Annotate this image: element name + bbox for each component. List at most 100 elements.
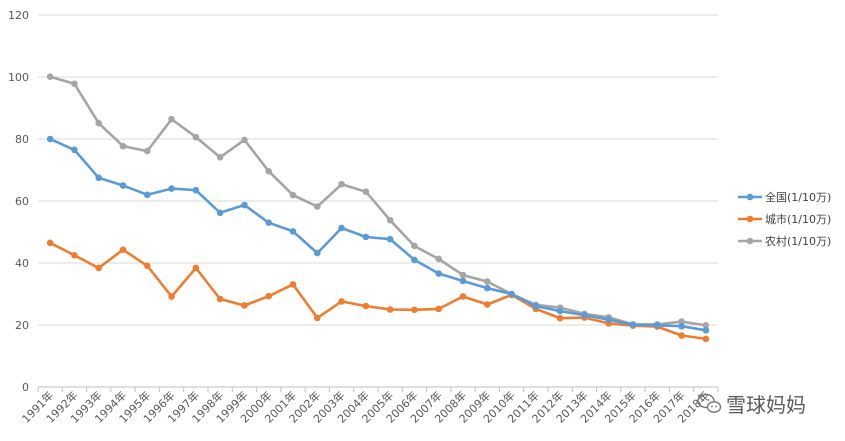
- data-point: [678, 332, 685, 339]
- data-point: [338, 298, 345, 305]
- data-point: [119, 246, 127, 253]
- data-point: [556, 314, 564, 322]
- data-point: [143, 191, 151, 199]
- data-point: [411, 306, 418, 314]
- data-point: [265, 167, 273, 175]
- data-point: [338, 224, 345, 232]
- data-point: [605, 316, 613, 324]
- data-point: [241, 201, 248, 209]
- y-tick-label: 80: [15, 133, 29, 146]
- series-1: [46, 239, 710, 343]
- series-0: [46, 135, 710, 334]
- legend-swatch-marker: [746, 237, 754, 245]
- series-line: [48, 241, 708, 341]
- data-point: [678, 318, 685, 325]
- data-point: [46, 135, 54, 143]
- data-point: [192, 264, 200, 272]
- data-point: [362, 233, 370, 241]
- series-2: [46, 73, 710, 329]
- legend-item-2: 农村(1/10万): [738, 234, 831, 248]
- data-point: [71, 146, 78, 154]
- data-point: [483, 278, 491, 285]
- data-point: [629, 321, 637, 328]
- data-point: [653, 322, 661, 329]
- data-point: [216, 295, 224, 303]
- data-point: [411, 256, 418, 264]
- data-point: [483, 301, 491, 308]
- data-point: [313, 314, 321, 322]
- y-tick-label: 120: [8, 9, 29, 22]
- data-point: [289, 281, 297, 288]
- data-point: [483, 284, 491, 292]
- data-point: [192, 186, 200, 194]
- legend-label: 农村(1/10万): [765, 234, 831, 248]
- data-point: [119, 182, 127, 189]
- data-point: [241, 302, 248, 309]
- data-point: [95, 119, 103, 127]
- data-point: [411, 242, 418, 250]
- data-point: [313, 249, 321, 257]
- data-point: [702, 335, 710, 343]
- data-point: [338, 180, 345, 188]
- data-point: [459, 293, 467, 300]
- legend-item-0: 全国(1/10万): [738, 190, 831, 204]
- data-point: [168, 185, 175, 192]
- data-point: [95, 264, 103, 272]
- data-point: [386, 216, 394, 224]
- data-point: [241, 136, 248, 144]
- data-point: [508, 290, 515, 298]
- data-point: [581, 311, 588, 319]
- data-point: [46, 239, 54, 247]
- legend-item-1: 城市(1/10万): [738, 212, 831, 226]
- data-point: [71, 80, 78, 88]
- legend-swatch-marker: [746, 193, 754, 201]
- gridlines: [38, 14, 718, 326]
- data-point: [678, 322, 685, 330]
- data-point: [459, 277, 467, 285]
- data-point: [71, 251, 78, 259]
- watermark-text: 雪球妈妈: [726, 393, 806, 417]
- series-layer: [46, 73, 710, 343]
- data-point: [386, 306, 394, 313]
- y-axis: 0 20 40 60 80 100 120: [8, 9, 29, 394]
- data-point: [143, 147, 151, 155]
- data-point: [459, 271, 467, 279]
- data-point: [265, 292, 273, 300]
- data-point: [168, 115, 175, 123]
- data-point: [362, 302, 370, 310]
- data-point: [532, 302, 540, 310]
- y-tick-label: 0: [22, 381, 29, 394]
- series-line: [48, 75, 708, 327]
- data-point: [435, 270, 443, 277]
- legend: 全国(1/10万) 城市(1/10万) 农村(1/10万): [738, 190, 831, 248]
- legend-label: 全国(1/10万): [765, 190, 831, 204]
- data-point: [216, 209, 224, 217]
- y-tick-label: 20: [15, 319, 29, 332]
- data-point: [313, 203, 321, 210]
- y-tick-label: 40: [15, 257, 29, 270]
- data-point: [556, 307, 564, 315]
- data-point: [216, 153, 224, 161]
- data-point: [435, 305, 443, 313]
- data-point: [168, 293, 175, 300]
- data-point: [265, 219, 273, 226]
- watermark: 雪球妈妈: [697, 393, 806, 417]
- legend-label: 城市(1/10万): [765, 212, 831, 226]
- y-tick-label: 60: [15, 195, 29, 208]
- data-point: [95, 174, 103, 182]
- data-point: [46, 73, 54, 80]
- data-point: [702, 322, 710, 329]
- data-point: [386, 235, 394, 243]
- data-point: [119, 142, 127, 150]
- data-point: [192, 133, 200, 141]
- data-point: [362, 188, 370, 195]
- legend-swatch-marker: [746, 215, 754, 223]
- data-point: [289, 228, 297, 235]
- y-tick-label: 100: [8, 71, 29, 84]
- x-axis: 1991年1992年1993年1994年1995年1996年1997年1998年…: [19, 386, 719, 426]
- data-point: [435, 255, 443, 263]
- data-point: [289, 191, 297, 199]
- series-line: [48, 137, 708, 332]
- wechat-icon: [697, 393, 722, 413]
